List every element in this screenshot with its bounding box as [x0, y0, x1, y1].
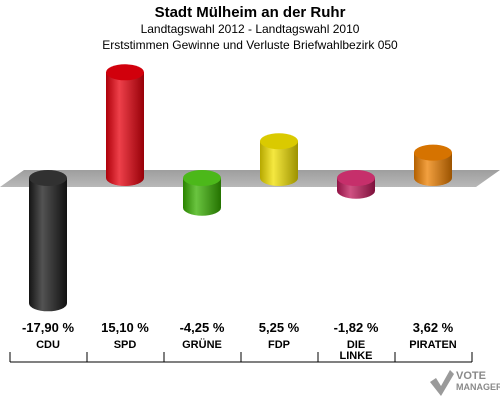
- logo-line-1: VOTE: [456, 370, 486, 382]
- value-label: 3,62 %: [412, 320, 454, 335]
- bar-piraten: [414, 144, 452, 186]
- bar-die-linke: [337, 170, 375, 199]
- category-label: FDP: [268, 339, 290, 351]
- category-label: CDU: [36, 339, 60, 351]
- chart-subtitle: Landtagswahl 2012 - Landtagswahl 2010: [140, 22, 360, 36]
- category-label: PIRATEN: [409, 339, 457, 351]
- bar-cdu: [29, 170, 67, 312]
- checkmark-icon: [430, 370, 454, 396]
- value-label: -1,82 %: [333, 320, 379, 335]
- value-label: -17,90 %: [21, 320, 75, 335]
- bar-grüne: [183, 170, 221, 216]
- logo-line-2: MANAGER: [456, 382, 500, 392]
- bar-fdp: [260, 133, 298, 186]
- bar-spd: [106, 64, 144, 186]
- chart-title: Stadt Mülheim an der Ruhr: [154, 4, 346, 21]
- chart-subtitle-2: Erststimmen Gewinne und Verluste Briefwa…: [102, 38, 398, 52]
- bars-group: [29, 64, 452, 312]
- value-label: -4,25 %: [179, 320, 225, 335]
- votemanager-logo: VOTE MANAGER: [428, 368, 500, 400]
- category-axis: [9, 352, 473, 363]
- category-label: GRÜNE: [182, 339, 222, 351]
- value-label: 5,25 %: [258, 320, 300, 335]
- category-label: DIE LINKE: [339, 339, 373, 362]
- category-label: SPD: [113, 339, 137, 351]
- value-label: 15,10 %: [101, 320, 149, 335]
